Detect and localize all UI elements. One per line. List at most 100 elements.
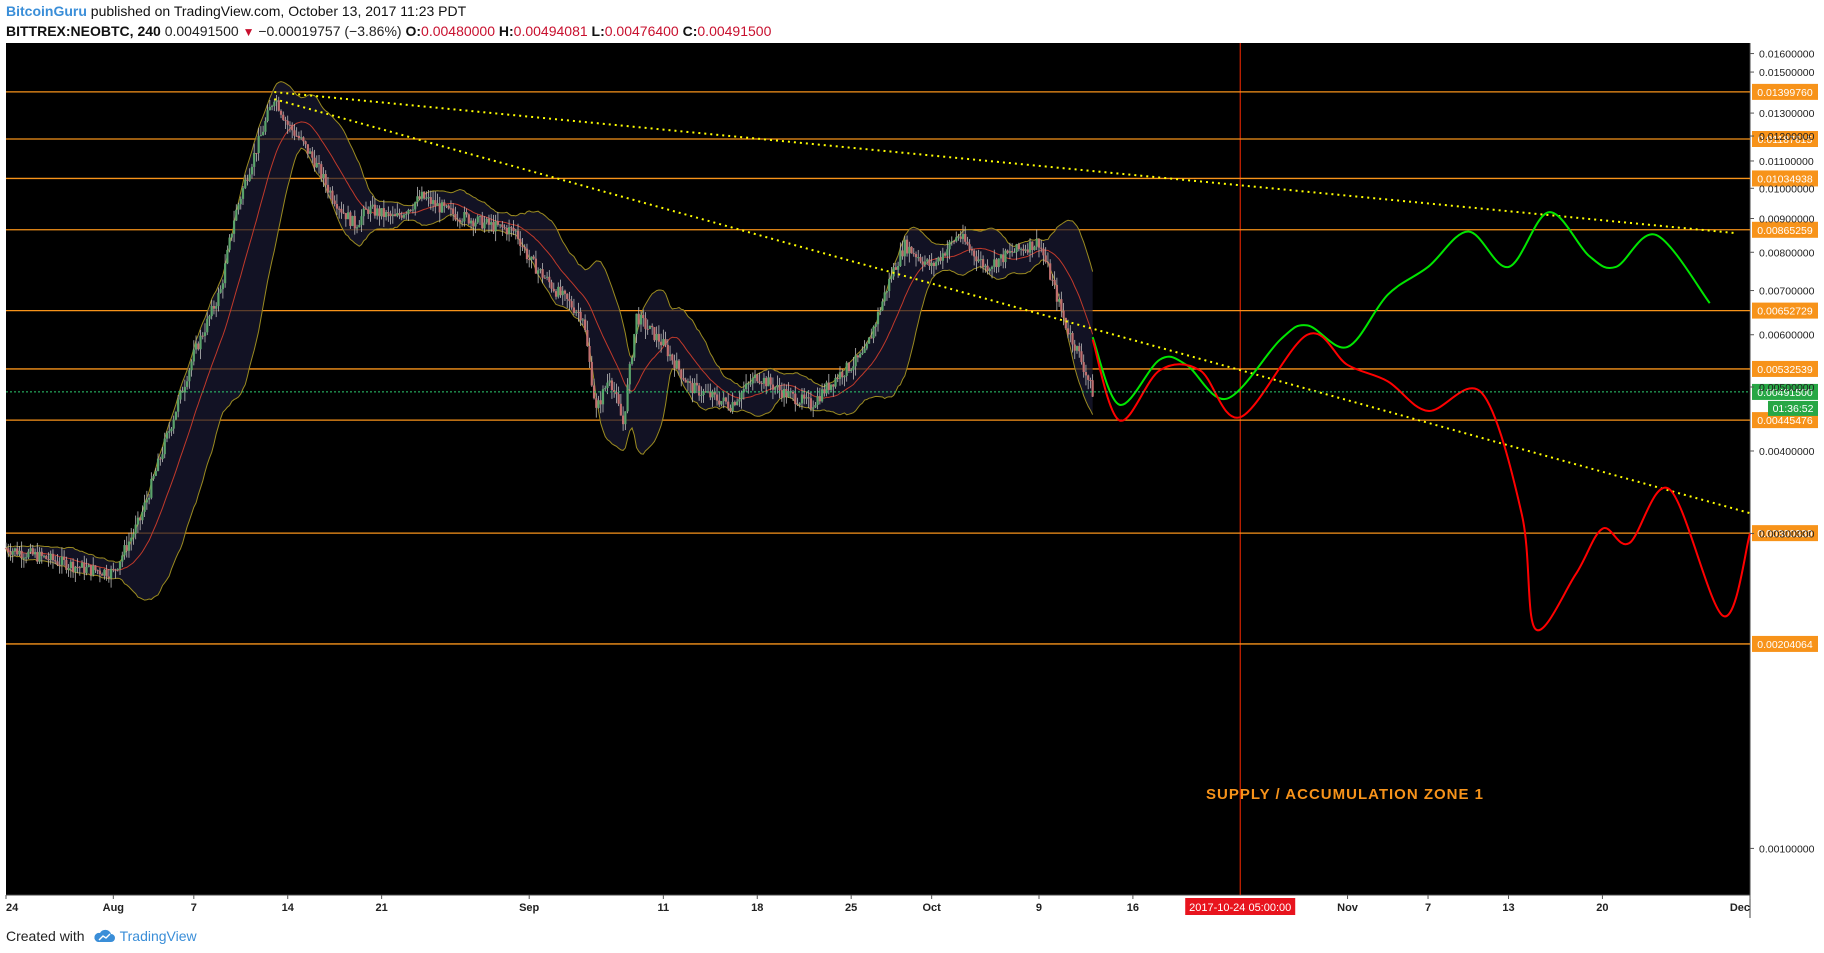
y-tick-label: 0.01600000 <box>1759 49 1815 61</box>
candle-body <box>599 400 602 405</box>
candle-body <box>313 157 316 168</box>
y-tick-label: 0.00100000 <box>1759 843 1815 855</box>
candle-body <box>805 397 808 399</box>
level-tag <box>1752 302 1818 319</box>
candle-body <box>96 570 99 572</box>
candle-body <box>744 383 748 390</box>
candle-body <box>874 324 877 327</box>
level-price-label: 0.00300339 <box>1757 528 1813 540</box>
candle-body <box>715 394 719 401</box>
candle-body <box>467 214 470 224</box>
candle-body <box>431 200 435 204</box>
candle-body <box>977 259 980 262</box>
price-chart[interactable]: 0.01399760 0.01187615 0.01034938 0.00865259… <box>0 43 1824 920</box>
candle-body <box>908 246 911 254</box>
candle-body <box>423 191 426 199</box>
candle-body <box>1060 299 1063 311</box>
candle-body <box>474 222 477 227</box>
candle-body <box>154 471 157 476</box>
y-tick-label: 0.01500000 <box>1759 67 1815 79</box>
candle-body <box>516 230 520 239</box>
candle-body <box>767 377 770 387</box>
candle-body <box>346 212 350 220</box>
candle-body <box>816 396 819 405</box>
candle-body <box>966 241 969 245</box>
candle-body <box>626 384 629 412</box>
countdown-tag <box>1768 400 1818 416</box>
symbol-label[interactable]: BITTREX:NEOBTC, 240 <box>6 23 161 39</box>
candle-body <box>1082 362 1085 373</box>
candle-body <box>136 517 140 525</box>
candle-body <box>246 179 249 181</box>
candle-body <box>150 478 153 498</box>
candle-body <box>293 130 296 136</box>
candle-body <box>917 257 920 259</box>
candle-body <box>823 389 826 394</box>
candle-body <box>727 401 730 408</box>
candle-body <box>147 497 151 500</box>
candle-body <box>782 388 786 398</box>
low-label: L: <box>591 23 605 39</box>
candle-body <box>1073 344 1076 351</box>
candle-body <box>885 291 889 293</box>
candle-body <box>610 380 614 391</box>
candle-body <box>595 398 598 408</box>
x-tick-label: 7 <box>191 902 197 914</box>
candle-body <box>201 335 204 337</box>
candle-body <box>588 345 591 362</box>
price-axis[interactable] <box>1750 43 1824 918</box>
close-label: C: <box>682 23 698 39</box>
y-tick-label: 0.00500000 <box>1759 382 1815 394</box>
candle-body <box>25 557 28 559</box>
candle-body <box>997 258 1000 268</box>
x-tick-label: 14 <box>282 902 295 914</box>
x-tick-label: Aug <box>103 902 124 914</box>
candle-body <box>892 267 895 277</box>
candle-body <box>664 339 667 345</box>
price-change: −0.00019757 (−3.86%) <box>258 23 402 39</box>
candle-body <box>194 343 198 350</box>
candle-body <box>385 212 388 217</box>
candle-body <box>340 208 343 213</box>
y-tick-label: 0.01000000 <box>1759 183 1815 195</box>
level-price-label: 0.00865259 <box>1757 225 1813 237</box>
candle-body <box>414 202 417 210</box>
candle-body <box>939 257 942 261</box>
candle-body <box>740 392 743 400</box>
candle-body <box>107 576 110 579</box>
candle-body <box>452 208 455 214</box>
candle-body <box>427 197 430 199</box>
candle-body <box>794 393 797 405</box>
time-axis[interactable] <box>0 895 1750 918</box>
y-tick-label: 0.00600000 <box>1759 330 1815 342</box>
candle-body <box>71 561 75 572</box>
candle-body <box>537 270 540 274</box>
candle-body <box>42 555 46 557</box>
candle-body <box>856 355 859 358</box>
candle-body <box>561 290 564 296</box>
author-link[interactable]: BitcoinGuru <box>6 3 87 19</box>
candle-body <box>300 137 303 139</box>
candle-body <box>1002 254 1005 263</box>
candle-body <box>776 385 779 388</box>
candle-body <box>429 197 432 204</box>
candle-body <box>329 190 332 193</box>
candle-body <box>4 548 8 550</box>
candle-body <box>1008 251 1012 253</box>
candle-body <box>604 388 607 390</box>
candle-body <box>639 314 643 325</box>
candle-body <box>709 391 712 398</box>
candle-body <box>628 364 631 385</box>
candle-body <box>266 110 269 121</box>
candle-body <box>483 222 486 229</box>
candle-body <box>836 377 839 380</box>
candle-body <box>1026 249 1029 253</box>
candle-body <box>118 561 122 569</box>
candle-body <box>438 203 441 213</box>
candle-body <box>579 311 582 321</box>
candle-body <box>619 403 622 416</box>
tradingview-logo[interactable]: TradingView <box>93 925 197 947</box>
candle-body <box>986 265 989 272</box>
candle-body <box>693 382 696 394</box>
candle-body <box>698 385 701 396</box>
